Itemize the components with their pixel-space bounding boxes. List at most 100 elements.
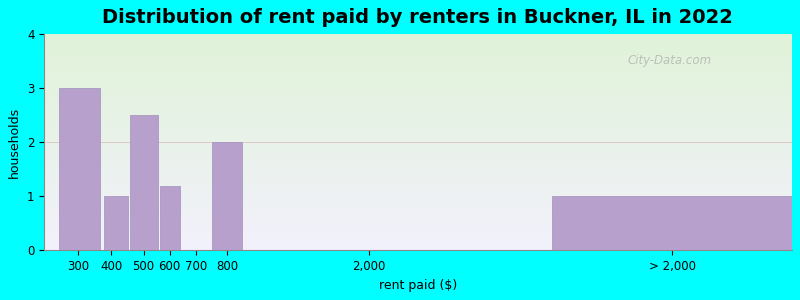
Bar — [44, 101, 792, 103]
Bar — [44, 196, 792, 198]
Bar — [44, 242, 792, 243]
Bar — [44, 45, 792, 47]
Bar — [44, 85, 792, 87]
Bar — [44, 178, 792, 180]
Bar — [44, 128, 792, 130]
Bar — [44, 204, 792, 206]
Bar — [44, 214, 792, 216]
Bar — [44, 229, 792, 231]
Bar — [44, 110, 792, 112]
Bar — [44, 130, 792, 132]
Bar — [44, 99, 792, 101]
Bar — [44, 189, 792, 191]
Bar — [44, 188, 792, 189]
Y-axis label: households: households — [8, 107, 22, 178]
Bar — [44, 69, 792, 70]
Bar — [44, 52, 792, 54]
Bar — [44, 67, 792, 69]
Bar — [44, 116, 792, 117]
Bar — [44, 166, 792, 168]
Bar — [44, 206, 792, 207]
Title: Distribution of rent paid by renters in Buckner, IL in 2022: Distribution of rent paid by renters in … — [102, 8, 734, 27]
Bar — [44, 81, 792, 83]
Bar — [44, 90, 792, 92]
Bar — [44, 184, 792, 186]
Bar — [44, 108, 792, 110]
Bar — [44, 193, 792, 195]
Bar — [44, 146, 792, 148]
Bar — [44, 186, 792, 188]
Bar — [44, 38, 792, 40]
Bar — [44, 56, 792, 58]
Bar — [44, 47, 792, 49]
Bar — [44, 54, 792, 56]
Bar — [44, 148, 792, 150]
Bar — [44, 152, 792, 153]
Bar — [44, 209, 792, 211]
Bar — [44, 98, 792, 99]
Bar — [44, 132, 792, 134]
Bar — [44, 169, 792, 171]
Bar — [44, 70, 792, 72]
Bar — [44, 72, 792, 74]
Bar — [44, 142, 792, 144]
Bar — [130, 116, 158, 250]
Bar — [44, 78, 792, 80]
Bar — [44, 234, 792, 236]
Bar — [44, 124, 792, 126]
Bar — [44, 162, 792, 164]
Bar — [44, 243, 792, 245]
Bar — [44, 60, 792, 61]
Bar — [44, 159, 792, 161]
Bar — [44, 36, 792, 38]
Bar — [44, 182, 792, 184]
Bar — [44, 211, 792, 213]
Bar — [44, 105, 792, 106]
Bar — [44, 222, 792, 224]
Text: City-Data.com: City-Data.com — [627, 54, 711, 67]
Bar — [44, 224, 792, 225]
Bar — [44, 202, 792, 204]
Bar — [44, 144, 792, 146]
X-axis label: rent paid ($): rent paid ($) — [378, 279, 457, 292]
Bar — [44, 218, 792, 220]
Bar — [44, 117, 792, 119]
Bar — [44, 123, 792, 124]
Bar — [44, 247, 792, 249]
Bar — [553, 196, 792, 250]
Bar — [44, 63, 792, 65]
Bar — [44, 177, 792, 178]
Bar — [44, 236, 792, 238]
Bar — [44, 51, 792, 52]
Bar — [44, 157, 792, 159]
Bar — [44, 141, 792, 142]
Bar — [44, 155, 792, 157]
Bar — [44, 139, 792, 141]
Bar — [44, 195, 792, 197]
Bar — [44, 126, 792, 128]
Bar — [44, 121, 792, 123]
Bar — [44, 225, 792, 227]
Bar — [44, 103, 792, 105]
Bar — [44, 49, 792, 51]
Bar — [44, 65, 792, 67]
Bar — [44, 88, 792, 90]
Bar — [44, 150, 792, 152]
Bar — [44, 34, 792, 36]
Bar — [44, 245, 792, 247]
Bar — [44, 96, 792, 98]
Bar — [44, 160, 792, 162]
Bar — [44, 168, 792, 169]
Bar — [44, 134, 792, 135]
Bar — [44, 198, 792, 200]
Bar — [44, 231, 792, 233]
Bar — [44, 220, 792, 222]
Bar — [44, 44, 792, 45]
Bar — [44, 153, 792, 155]
Bar — [44, 137, 792, 139]
Bar — [44, 191, 792, 193]
Bar — [44, 83, 792, 85]
Bar — [44, 164, 792, 166]
Bar — [44, 171, 792, 173]
Bar — [44, 58, 792, 60]
